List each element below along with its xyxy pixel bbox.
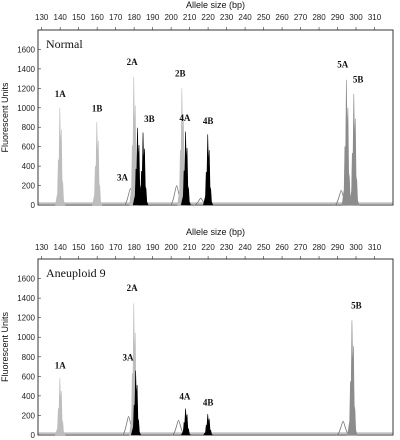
x-tick-label: 160 (90, 243, 104, 252)
minor-peak-outline (336, 420, 350, 436)
peak-label: 2A (127, 57, 139, 67)
y-tick-label: 400 (22, 392, 36, 401)
peak-label: 2B (175, 68, 186, 78)
x-tick-label: 280 (312, 13, 326, 22)
x-axis-title: Allele size (bp) (186, 0, 245, 10)
x-tick-label: 190 (146, 243, 160, 252)
x-tick-label: 280 (312, 243, 326, 252)
peak-4a (180, 408, 192, 436)
x-tick-label: 230 (220, 243, 234, 252)
y-tick-label: 600 (22, 372, 36, 381)
y-tick-label: 600 (22, 143, 36, 152)
x-tick-label: 250 (257, 13, 271, 22)
x-tick-label: 150 (72, 13, 86, 22)
peak-label: 5B (351, 301, 362, 311)
chart-panel-2: Allele size (bp) 130 140 150 160 170 180 190 200… (0, 227, 394, 440)
x-tick-label: 140 (54, 243, 68, 252)
y-tick-label: 1200 (17, 314, 35, 323)
x-tick-label: 260 (275, 243, 289, 252)
panel-title: Normal (46, 37, 83, 51)
x-tick-label: 170 (109, 243, 123, 252)
x-tick-label: 200 (164, 13, 178, 22)
peak-label: 1A (55, 360, 67, 370)
x-tick-label: 270 (294, 243, 308, 252)
y-axis-title: Fluorescent Units (0, 82, 10, 153)
x-tick-label: 250 (257, 243, 271, 252)
peak-label: 3A (117, 172, 129, 182)
x-tick-label: 310 (368, 13, 382, 22)
y-tick-label: 200 (22, 411, 36, 420)
y-tick-label: 800 (22, 353, 36, 362)
y-tick-label: 400 (22, 162, 36, 171)
x-tick-label: 240 (238, 243, 252, 252)
peak-label: 4B (203, 116, 214, 126)
x-tick-label: 300 (349, 243, 363, 252)
x-tick-label: 170 (109, 13, 123, 22)
y-tick-label: 1600 (17, 45, 35, 54)
x-tick-label: 270 (294, 13, 308, 22)
x-tick-label: 190 (146, 13, 160, 22)
y-axis-title: Fluorescent Units (0, 311, 10, 382)
peak-5a (341, 79, 352, 206)
y-tick-label: 1000 (17, 104, 35, 113)
peak-1a (55, 378, 66, 436)
y-tick-label: 1600 (17, 275, 35, 284)
peak-1a (55, 107, 66, 206)
y-tick-label: 1200 (17, 84, 35, 93)
peak-4a (180, 131, 192, 206)
y-tick-label: 1400 (17, 294, 35, 303)
peak-label: 4A (179, 113, 191, 123)
y-tick-label: 0 (31, 431, 36, 440)
peak-label: 2A (127, 283, 139, 293)
x-tick-label: 240 (238, 13, 252, 22)
x-tick-label: 150 (72, 243, 86, 252)
peak-label: 3A (122, 353, 134, 363)
peak-5b (349, 93, 360, 206)
peak-label: 4A (179, 392, 191, 402)
y-tick-label: 0 (31, 201, 36, 210)
peak-4b (203, 134, 214, 206)
x-tick-label: 220 (201, 13, 215, 22)
y-tick-label: 800 (22, 123, 36, 132)
x-tick-label: 310 (368, 243, 382, 252)
x-tick-label: 180 (127, 13, 141, 22)
peak-1b (92, 122, 103, 206)
peak-5b (347, 320, 358, 436)
x-tick-label: 140 (54, 13, 68, 22)
x-tick-label: 210 (183, 243, 197, 252)
x-tick-label: 260 (275, 13, 289, 22)
x-tick-label: 230 (220, 13, 234, 22)
peak-3a (130, 370, 142, 436)
x-tick-label: 160 (90, 13, 104, 22)
x-tick-label: 290 (331, 13, 345, 22)
x-tick-label: 180 (127, 243, 141, 252)
x-axis-title: Allele size (bp) (186, 227, 245, 237)
y-tick-label: 1400 (17, 65, 35, 74)
x-tick-label: 200 (164, 243, 178, 252)
minor-peak-outline (171, 419, 186, 436)
chart-panel-1: Allele size (bp) 130 140 150 160 170 180 190 200… (0, 0, 394, 210)
x-tick-label: 210 (183, 13, 197, 22)
plot-frame (37, 29, 394, 206)
y-tick-label: 1000 (17, 333, 35, 342)
panel-title: Aneuploid 9 (46, 266, 106, 280)
peak-label: 5B (353, 74, 364, 84)
peak-label: 5A (337, 60, 349, 70)
peak-label: 1B (92, 103, 103, 113)
peak-label: 1A (55, 89, 67, 99)
y-tick-label: 200 (22, 182, 36, 191)
x-tick-label: 300 (349, 13, 363, 22)
x-tick-label: 130 (35, 13, 49, 22)
plot-frame (37, 258, 394, 436)
x-tick-label: 290 (331, 243, 345, 252)
x-tick-label: 130 (35, 243, 49, 252)
peak-label: 4B (203, 397, 214, 407)
x-tick-label: 220 (201, 243, 215, 252)
peak-3b (138, 132, 149, 206)
peak-label: 3B (144, 114, 155, 124)
peak-4b (202, 414, 214, 436)
